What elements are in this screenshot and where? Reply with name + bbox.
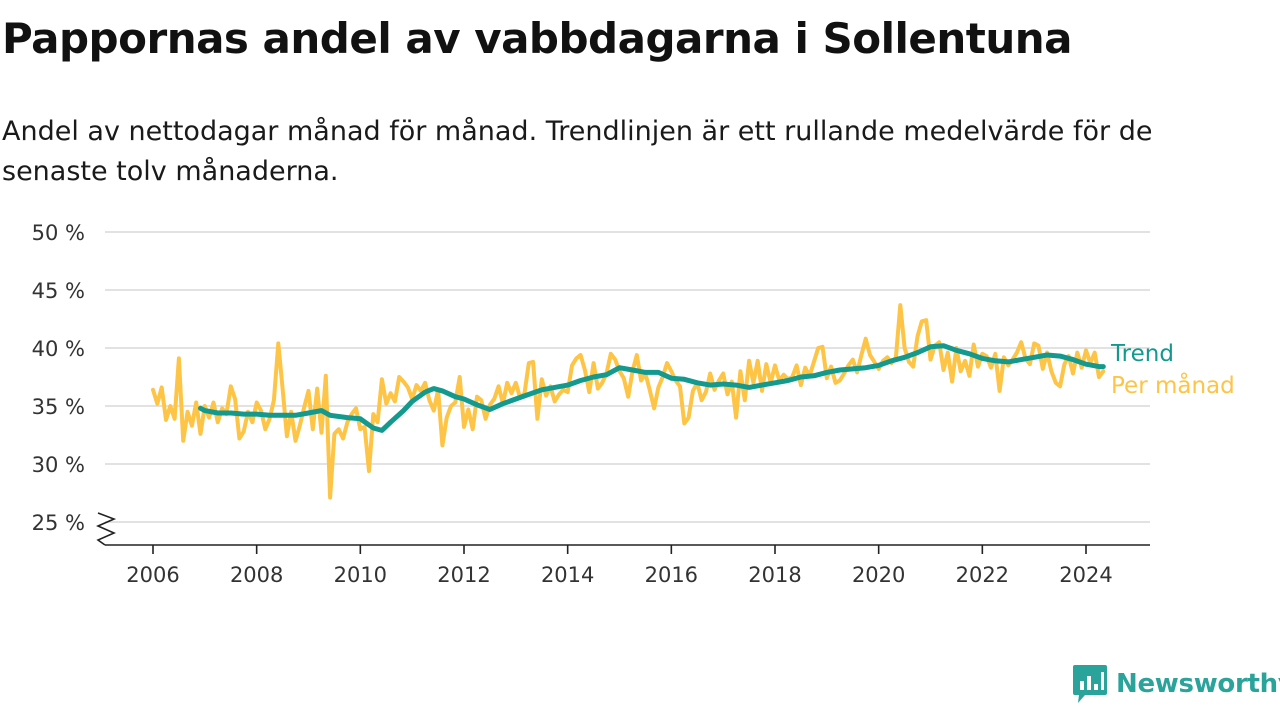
y-tick-label: 30 %	[32, 453, 85, 477]
x-tick-label: 2010	[334, 563, 387, 587]
y-axis-break-mark	[96, 512, 117, 546]
x-tick-label: 2006	[126, 563, 179, 587]
series-labels: Trend Per månad	[1110, 341, 1235, 399]
newsworthy-logo-icon	[1073, 665, 1107, 703]
chart-title: Pappornas andel av vabbdagarna i Sollent…	[2, 14, 1072, 63]
y-tick-label: 40 %	[32, 337, 85, 361]
series-label-monthly: Per månad	[1111, 371, 1235, 399]
newsworthy-logo: Newsworthy	[1072, 664, 1280, 704]
x-tick-label: 2018	[748, 563, 801, 587]
x-tick-label: 2014	[541, 563, 594, 587]
grid-lines	[105, 231, 1150, 523]
y-tick-label: 25 %	[32, 511, 85, 535]
x-axis	[96, 512, 1150, 546]
x-axis-tick-labels: 2006 2008 2010 2012 2014 2016 2018 2020 2022 2024	[126, 545, 1113, 587]
x-tick-label: 2016	[645, 563, 698, 587]
y-tick-label: 50 %	[32, 221, 85, 245]
newsworthy-logo-text: Newsworthy	[1116, 669, 1280, 699]
x-tick-label: 2020	[852, 563, 905, 587]
x-tick-label: 2012	[437, 563, 490, 587]
x-tick-label: 2024	[1059, 563, 1112, 587]
x-tick-label: 2008	[230, 563, 283, 587]
chart-subtitle: Andel av nettodagar månad för månad. Tre…	[2, 116, 1153, 187]
series-lines	[151, 303, 1106, 500]
series-label-trend: Trend	[1110, 341, 1174, 367]
y-axis-tick-labels: 25 % 30 % 35 % 40 % 45 % 50 %	[32, 221, 85, 535]
trend-line	[198, 343, 1106, 433]
y-tick-label: 45 %	[32, 279, 85, 303]
x-tick-label: 2022	[956, 563, 1009, 587]
monthly-line	[151, 303, 1106, 500]
y-tick-label: 35 %	[32, 395, 85, 419]
